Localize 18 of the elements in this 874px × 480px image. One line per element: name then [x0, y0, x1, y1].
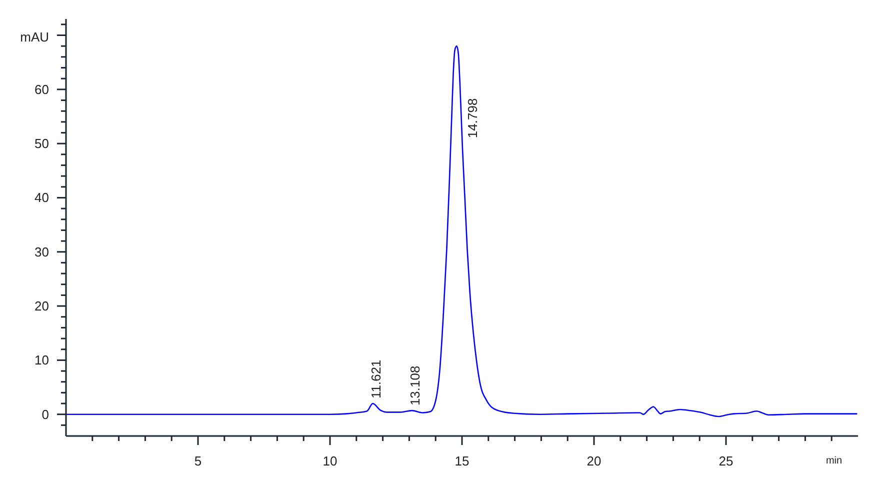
annotation: 11.621 [368, 360, 384, 399]
y-tick-label: 20 [34, 298, 49, 314]
x-tick-label: 5 [194, 454, 202, 468]
y-tick-label: 0 [42, 406, 49, 422]
x-tick-label: 20 [586, 454, 602, 468]
x-tick-label: 10 [322, 454, 338, 468]
x-tick-label: 25 [718, 454, 734, 468]
y-tick-label: 30 [34, 244, 49, 260]
annotation: 13.108 [408, 366, 423, 406]
y-tick-label: 60 [34, 82, 49, 97]
x-axis-title: min [826, 456, 842, 466]
y-tick-label: 40 [34, 190, 49, 206]
annotation: 14.798 [465, 98, 480, 138]
y-tick-label: 10 [34, 352, 49, 368]
x-tick-label: 15 [454, 454, 470, 468]
y-axis-title: mAU [20, 30, 49, 44]
line-series [66, 45, 858, 418]
y-tick-label: 50 [34, 136, 49, 152]
